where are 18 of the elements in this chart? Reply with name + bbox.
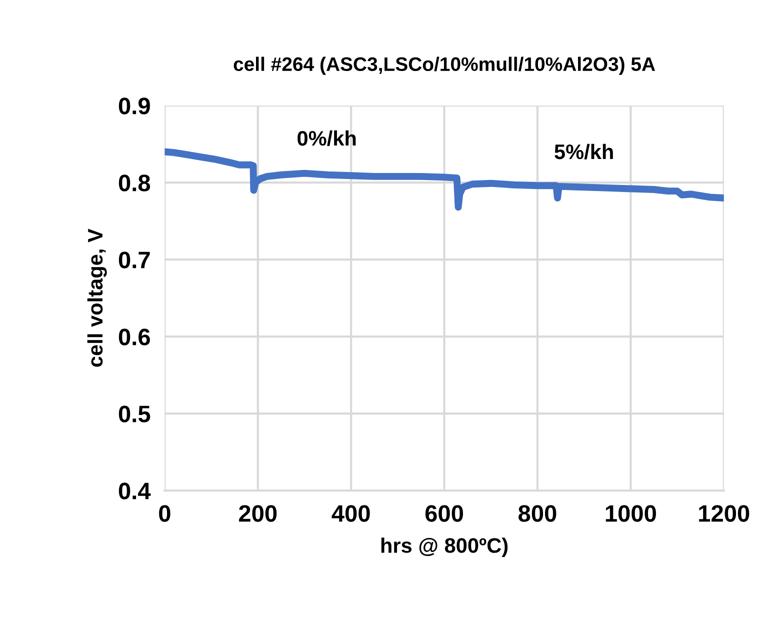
annotation: 5%/kh: [554, 144, 613, 160]
y-tick-label: 0.7: [118, 252, 150, 268]
y-tick-label: 0.6: [118, 328, 150, 346]
chart-title: cell #264 (ASC3,LSCo/10%mull/10%Al2O3) 5A: [234, 56, 656, 75]
x-tick-label: 200: [239, 505, 277, 522]
y-tick-label: 0.8: [118, 174, 150, 192]
x-tick-label: 600: [425, 505, 464, 522]
x-axis-title: hrs @ 800ºC): [381, 538, 508, 558]
y-tick-label: 0.5: [118, 406, 150, 422]
x-tick-label: 800: [518, 505, 556, 522]
x-tick-label: 0: [159, 505, 170, 522]
annotation: 0%/kh: [298, 130, 356, 146]
y-tick-label: 0.9: [118, 98, 150, 114]
x-tick-label: 400: [332, 505, 370, 522]
y-tick-label: 0.4: [118, 482, 151, 500]
x-tick-label: 1000: [606, 505, 656, 522]
x-tick-label: 1200: [699, 505, 750, 522]
y-axis-title: cell voltage, V: [87, 228, 107, 367]
